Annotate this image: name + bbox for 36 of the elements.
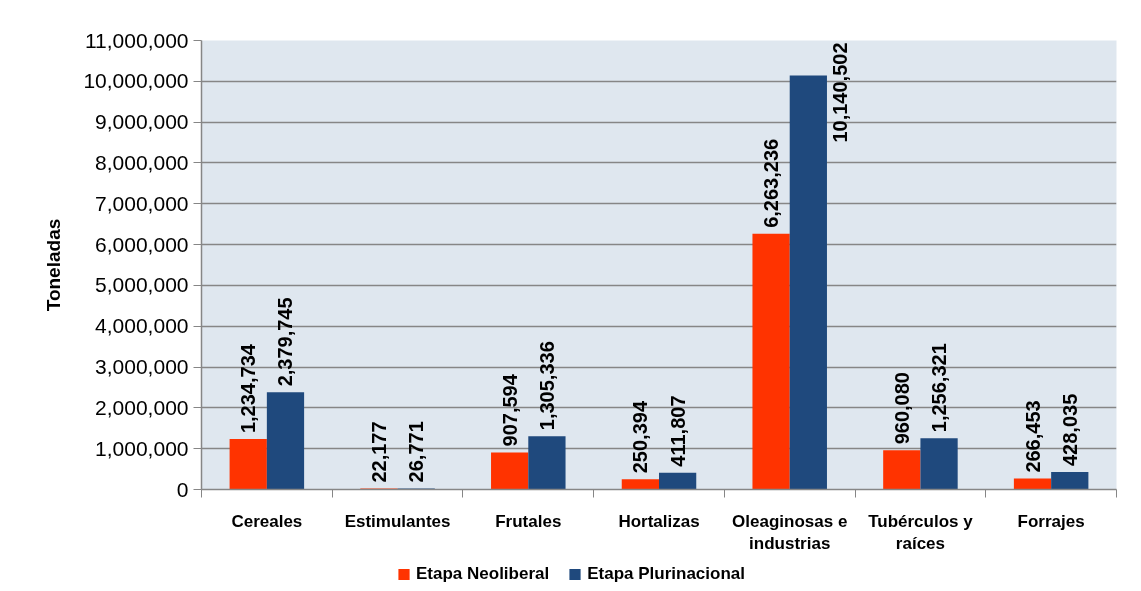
y-tick-label: 5,000,000 bbox=[95, 273, 189, 297]
x-tick-label: Estimulantes bbox=[344, 511, 451, 531]
legend-label: Etapa Neoliberal bbox=[416, 564, 550, 584]
data-label: 1,305,336 bbox=[535, 341, 558, 431]
data-label: 6,263,236 bbox=[760, 138, 783, 228]
data-label: 266,453 bbox=[1021, 400, 1044, 473]
y-tick-label: 11,000,000 bbox=[84, 28, 189, 52]
x-tick-label: Tubérculos y raíces bbox=[868, 511, 974, 554]
data-label: 1,256,321 bbox=[928, 343, 951, 433]
x-tick-label: Cereales bbox=[231, 511, 303, 531]
y-tick-label: 0 bbox=[176, 477, 189, 501]
x-tick-label: Frutales bbox=[495, 511, 562, 531]
x-tick-label: Hortalizas bbox=[618, 511, 700, 531]
data-label: 26,771 bbox=[405, 421, 428, 483]
y-axis-title: Toneladas bbox=[43, 218, 65, 312]
data-label: 250,394 bbox=[629, 400, 652, 474]
data-label: 10,140,502 bbox=[828, 42, 851, 143]
data-label: 22,177 bbox=[367, 421, 390, 483]
y-tick-label: 6,000,000 bbox=[95, 232, 189, 256]
y-tick-label: 10,000,000 bbox=[83, 69, 189, 93]
data-label: 411,807 bbox=[666, 395, 689, 467]
x-tick-label: Oleaginosas e industrias bbox=[732, 511, 848, 554]
x-tick-label: Forrajes bbox=[1017, 511, 1085, 531]
data-label: 960,080 bbox=[890, 372, 913, 445]
y-tick-label: 9,000,000 bbox=[95, 110, 189, 134]
y-tick-label: 1,000,000 bbox=[95, 436, 189, 460]
data-label: 1,234,734 bbox=[237, 343, 260, 434]
y-tick-label: 7,000,000 bbox=[95, 191, 189, 215]
data-label: 2,379,745 bbox=[274, 297, 297, 387]
data-label: 428,035 bbox=[1058, 393, 1081, 467]
legend-label: Etapa Plurinacional bbox=[587, 564, 745, 584]
y-tick-label: 8,000,000 bbox=[95, 150, 189, 174]
y-tick-label: 2,000,000 bbox=[95, 395, 189, 419]
y-tick-label: 3,000,000 bbox=[95, 355, 189, 379]
data-label: 907,594 bbox=[498, 373, 521, 447]
y-tick-label: 4,000,000 bbox=[95, 314, 189, 338]
